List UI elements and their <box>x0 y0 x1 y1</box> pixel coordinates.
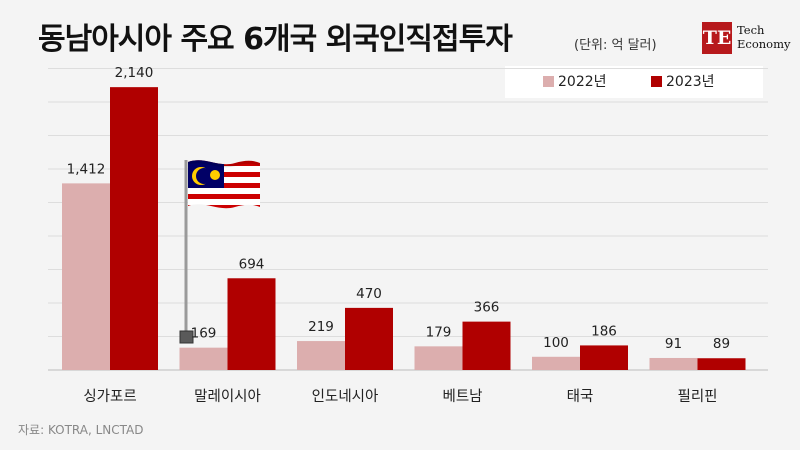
value-label-2023-3: 366 <box>474 300 500 316</box>
category-label-3: 베트남 <box>442 388 482 405</box>
chart-value-labels: 1,412 2,140 169 694 219 470 179 366 100 186 91 89 <box>67 65 730 352</box>
bar-2022-4 <box>532 356 580 370</box>
category-label-1: 말레이시아 <box>194 388 261 405</box>
category-label-2: 인도네시아 <box>312 388 379 405</box>
tech-economy-logo: TE Tech Economy <box>702 22 792 58</box>
value-label-2023-0: 2,140 <box>115 65 154 81</box>
category-label-0: 싱가포르 <box>83 388 136 405</box>
unit-note: (단위: 억 달러) <box>574 38 657 53</box>
bar-2023-4 <box>580 345 628 370</box>
value-label-2022-2: 219 <box>308 319 334 335</box>
chart-category-labels: 싱가포르 말레이시아 인도네시아 베트남 태국 필리핀 <box>83 388 717 405</box>
malaysia-flag-icon <box>179 160 260 344</box>
source-note: 자료: KOTRA, LNCTAD <box>18 423 144 437</box>
bar-2023-5 <box>697 358 746 370</box>
legend-swatch-2022 <box>543 76 554 87</box>
chart-gridlines <box>48 68 768 371</box>
bar-2022-0 <box>62 183 110 370</box>
logo-text: Tech Economy <box>737 23 791 51</box>
value-label-2022-0: 1,412 <box>67 161 106 177</box>
category-label-5: 필리핀 <box>677 388 717 405</box>
value-label-2023-4: 186 <box>591 323 617 339</box>
value-label-2022-5: 91 <box>665 336 682 352</box>
value-label-2023-5: 89 <box>713 336 730 352</box>
bar-2023-2 <box>345 307 393 370</box>
value-label-2022-3: 179 <box>426 324 452 340</box>
logo-mark: TE <box>702 22 732 54</box>
legend-swatch-2023 <box>651 76 662 87</box>
bar-2023-0 <box>110 87 158 370</box>
value-label-2023-2: 470 <box>356 286 382 302</box>
bar-2023-3 <box>462 321 511 370</box>
logo-line-2: Economy <box>737 37 791 51</box>
chart-legend: 2022년 2023년 <box>505 66 763 98</box>
bar-2022-3 <box>414 346 463 370</box>
chart-bars <box>62 87 746 370</box>
legend-item-2023: 2023년 <box>651 66 715 98</box>
value-label-2023-1: 694 <box>239 256 265 272</box>
value-label-2022-4: 100 <box>543 335 569 351</box>
bar-2022-1 <box>179 347 228 370</box>
bar-2022-5 <box>649 357 698 370</box>
bar-2023-1 <box>227 278 276 370</box>
category-label-4: 태국 <box>567 388 594 405</box>
logo-line-1: Tech <box>737 23 765 37</box>
page-title: 동남아시아 주요 6개국 외국인직접투자 <box>38 22 513 57</box>
bar-2022-2 <box>297 341 345 370</box>
value-label-2022-1: 169 <box>191 326 217 342</box>
legend-label-2022: 2022년 <box>558 74 607 90</box>
legend-item-2022: 2022년 <box>543 66 607 98</box>
legend-label-2023: 2023년 <box>666 74 715 90</box>
